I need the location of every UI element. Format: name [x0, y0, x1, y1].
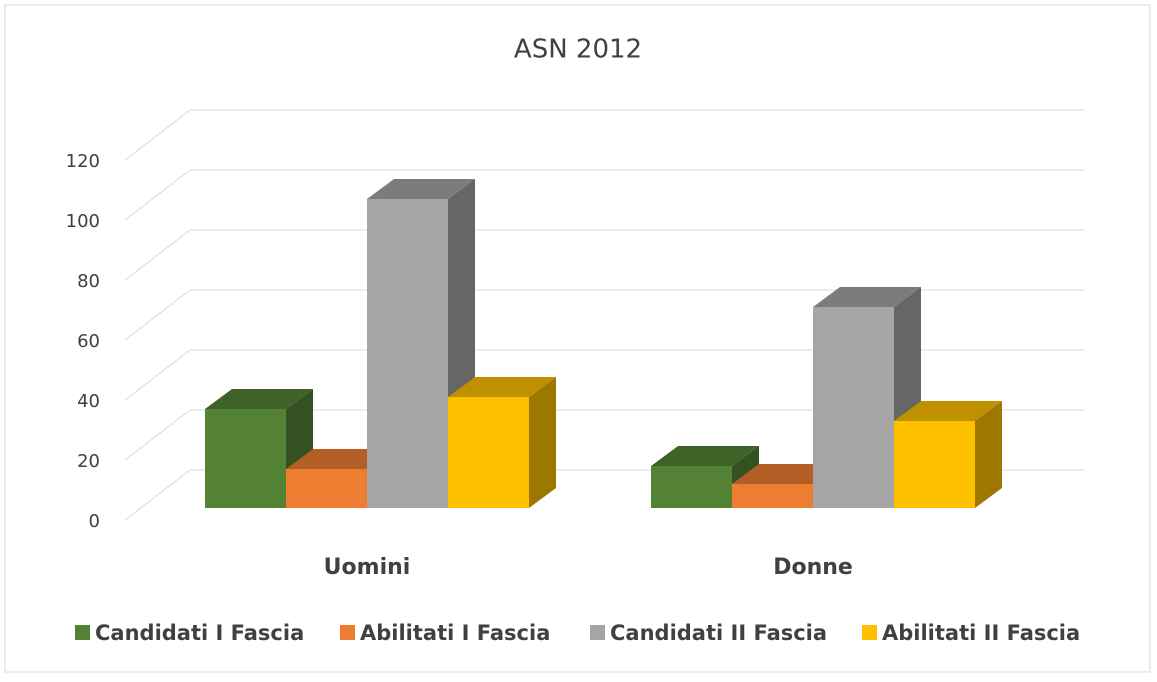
grid-line — [124, 109, 191, 161]
bar — [813, 307, 894, 508]
legend-swatch — [590, 625, 605, 640]
bar — [205, 409, 286, 508]
y-tick-label: 60 — [77, 331, 100, 352]
y-tick-label: 40 — [77, 391, 100, 412]
grid-line — [124, 349, 191, 401]
grid-line — [124, 289, 191, 341]
bar — [732, 484, 813, 508]
legend-swatch — [862, 625, 877, 640]
x-tick-label: Donne — [773, 555, 853, 580]
chart-title: ASN 2012 — [514, 35, 642, 65]
legend-label: Candidati I Fascia — [95, 621, 304, 645]
y-tick-label: 80 — [77, 271, 100, 292]
legend-swatch — [340, 625, 355, 640]
legend-label: Candidati II Fascia — [610, 621, 827, 645]
bar — [367, 199, 448, 508]
bar-top — [205, 389, 313, 409]
grid-line — [124, 469, 191, 521]
y-tick-label: 20 — [77, 451, 100, 472]
grid-line — [124, 229, 191, 281]
bar-top — [367, 179, 475, 199]
grid-line — [124, 169, 191, 221]
x-tick-label: Uomini — [324, 555, 411, 580]
bar — [651, 466, 732, 508]
legend-swatch — [75, 625, 90, 640]
bar-side — [529, 377, 556, 508]
bar-top — [448, 377, 556, 397]
bar-top — [651, 446, 759, 466]
y-tick-label: 120 — [66, 151, 100, 172]
bar — [448, 397, 529, 508]
legend-label: Abilitati II Fascia — [882, 621, 1080, 645]
bar — [894, 421, 975, 508]
bar-top — [813, 287, 921, 307]
grid-line — [124, 409, 191, 461]
y-tick-label: 100 — [66, 211, 100, 232]
chart-frame — [4, 4, 1151, 673]
bar-top — [894, 401, 1002, 421]
bar — [286, 469, 367, 508]
bar-side — [975, 401, 1002, 508]
y-tick-label: 0 — [89, 511, 100, 532]
legend-label: Abilitati I Fascia — [360, 621, 550, 645]
